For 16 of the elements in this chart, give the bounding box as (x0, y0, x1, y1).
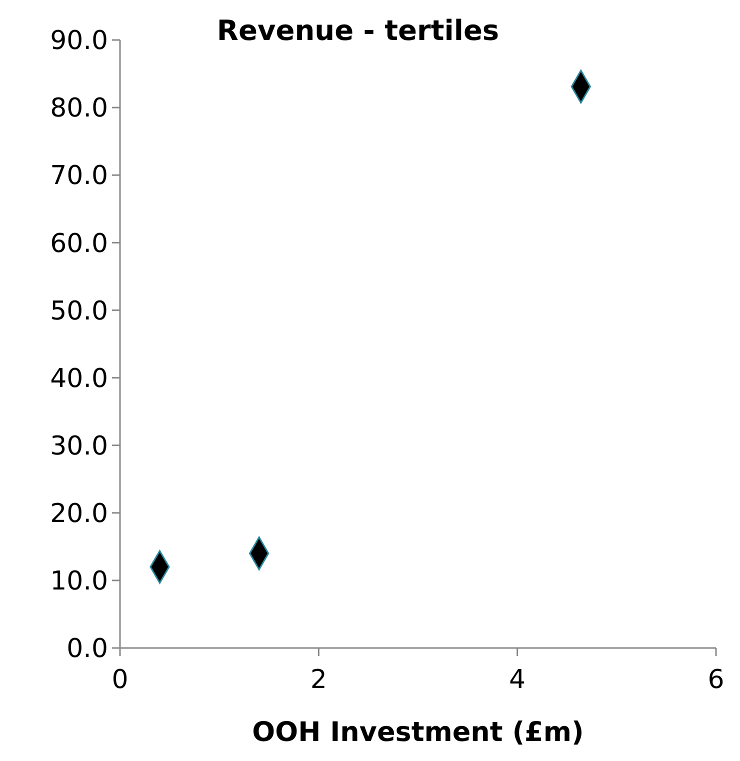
y-tick-label: 80.0 (50, 94, 108, 124)
x-axis-title: OOH Investment (£m) (252, 717, 584, 748)
y-tick-label: 50.0 (50, 296, 108, 326)
x-tick-label: 2 (310, 665, 327, 695)
x-tick-label: 4 (509, 665, 526, 695)
y-tick-label: 70.0 (50, 161, 108, 192)
y-tick-label: 20.0 (50, 498, 108, 529)
y-tick-label: 0.0 (66, 634, 108, 664)
x-tick-label: 0 (112, 665, 128, 695)
y-tick-label: 60.0 (50, 228, 108, 259)
y-tick-label: 30.0 (50, 431, 108, 462)
y-tick-label: 90.0 (50, 26, 108, 56)
x-tick-label: 6 (708, 665, 724, 695)
y-tick-label: 40.0 (50, 364, 108, 394)
y-tick-label: 10.0 (50, 566, 108, 597)
chart-title: Revenue - tertiles (216, 14, 500, 47)
